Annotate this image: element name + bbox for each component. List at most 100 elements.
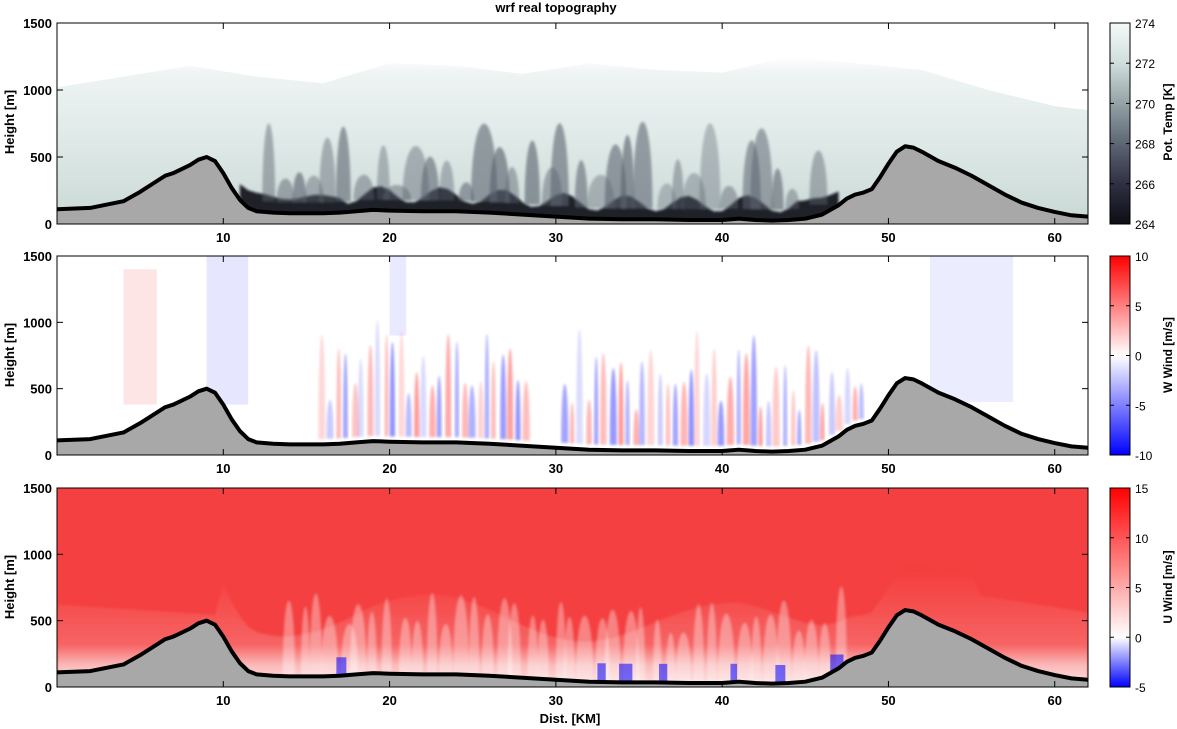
w-plume: [828, 371, 835, 435]
y-tick-label: 500: [30, 382, 52, 397]
panel-2-ylabel: Height [m]: [2, 323, 17, 387]
terrain-fill: [57, 610, 1088, 687]
w-plume: [522, 381, 530, 441]
u-plume: [776, 600, 792, 684]
colorbar-tick-label: 272: [1135, 57, 1155, 71]
w-plume: [318, 334, 326, 440]
w-plume: [454, 341, 460, 438]
w-plume: [398, 331, 405, 437]
w-plume: [750, 335, 758, 446]
u-plume: [555, 602, 567, 681]
theta-plume: [439, 160, 455, 201]
w-plume: [569, 402, 575, 444]
x-tick-label: 20: [382, 230, 396, 245]
w-plume: [680, 381, 688, 446]
u-plume: [398, 617, 412, 675]
plot-frame: [56, 255, 1089, 456]
theta-plume: [719, 185, 739, 209]
w-plume: [765, 400, 772, 447]
w-plume: [336, 348, 342, 439]
u-plume: [636, 607, 646, 683]
theta-plume: [699, 123, 721, 210]
u-plume: [692, 603, 705, 684]
figure-title: wrf real topography: [494, 0, 617, 15]
u-plume: [438, 623, 453, 675]
x-tick-label: 60: [1048, 693, 1062, 708]
theta-plume: [319, 137, 336, 203]
u-plume: [675, 632, 692, 683]
panel-1-plot-area: [57, 23, 1088, 224]
colorbar-pot-temp: [1109, 22, 1131, 225]
theta-plume: [292, 172, 307, 203]
u-plume: [468, 596, 480, 676]
w-plume: [343, 353, 348, 438]
w-plume: [468, 385, 476, 438]
y-tick-label: 0: [45, 448, 52, 463]
y-tick-label: 500: [30, 614, 52, 629]
colorbar-tick-label: 266: [1135, 178, 1155, 192]
w-plume: [711, 348, 717, 446]
x-tick-label: 30: [549, 461, 563, 476]
colorbar-pot-temp-label: Pot. Temp [K]: [1161, 83, 1175, 160]
u-plume: [309, 593, 323, 677]
colorbar-tick-label: 270: [1135, 97, 1155, 111]
w-plume: [352, 382, 359, 438]
panel-3-xlabel: Dist. [KM]: [540, 711, 601, 726]
w-plume: [384, 333, 389, 437]
u-negative-patch: [597, 663, 606, 682]
x-tick-label: 60: [1048, 230, 1062, 245]
w-plume: [576, 329, 583, 444]
terrain-line: [57, 144, 1088, 223]
panel-1-axes: 10 20 30 40 50 60 0 500 1000 1500: [23, 16, 1089, 245]
w-plume: [672, 383, 679, 446]
w-plume: [858, 383, 864, 420]
u-plume: [507, 603, 521, 678]
u-plume: [665, 632, 676, 683]
x-tick-label: 50: [881, 461, 895, 476]
w-plume: [609, 368, 617, 445]
panel-2-axes: 10 20 30 40 50 60 0 500 1000 1500: [23, 249, 1089, 476]
w-plume: [812, 349, 820, 442]
w-band: [930, 256, 1014, 402]
colorbar-tick-label: 0: [1135, 350, 1142, 364]
w-plume: [600, 353, 607, 445]
w-plume: [436, 375, 442, 438]
y-tick-label: 0: [45, 217, 52, 232]
y-tick-label: 1500: [23, 481, 52, 496]
w-plume: [367, 344, 374, 436]
w-plume: [357, 358, 364, 437]
w-plume: [515, 379, 521, 441]
colorbar-tick-label: 274: [1135, 17, 1155, 31]
colorbar-w-wind-ticks: -10 -5 0 5 10: [1110, 250, 1153, 463]
w-plume: [657, 373, 663, 446]
u-plume: [762, 614, 779, 684]
panel-1-ylabel: Height [m]: [2, 90, 17, 154]
u-plume: [381, 598, 392, 674]
colorbar-tick-label: 5: [1135, 300, 1142, 314]
w-plume: [461, 382, 469, 438]
theta-plume: [458, 182, 474, 201]
panel-potential-temperature: 10 20 30 40 50 60 0 500 1000 1500 Height [m] Pot.…: [2, 16, 1175, 245]
u-plume: [282, 600, 296, 677]
colorbar-tick-label: 5: [1135, 582, 1142, 596]
colorbar-tick-label: 268: [1135, 138, 1155, 152]
colorbar-tick-label: 15: [1135, 482, 1149, 496]
u-plume: [750, 616, 762, 684]
w-plume: [594, 356, 599, 445]
theta-plume: [632, 121, 653, 209]
u-plume: [321, 615, 339, 677]
theta-plume: [335, 126, 351, 202]
w-plume: [639, 361, 645, 446]
w-plume: [736, 349, 741, 445]
w-plume: [797, 409, 802, 445]
theta-plume: [771, 168, 784, 210]
u-negative-patch: [775, 664, 786, 684]
w-plume: [586, 399, 592, 445]
x-tick-label: 50: [881, 230, 895, 245]
x-tick-label: 50: [881, 693, 895, 708]
colorbar-u-wind-ticks: -5 0 5 10 15: [1110, 482, 1149, 695]
x-tick-label: 40: [715, 461, 729, 476]
w-plume: [820, 402, 825, 441]
colorbar-w-wind-label: W Wind [m/s]: [1161, 317, 1175, 393]
u-plume: [818, 623, 831, 677]
